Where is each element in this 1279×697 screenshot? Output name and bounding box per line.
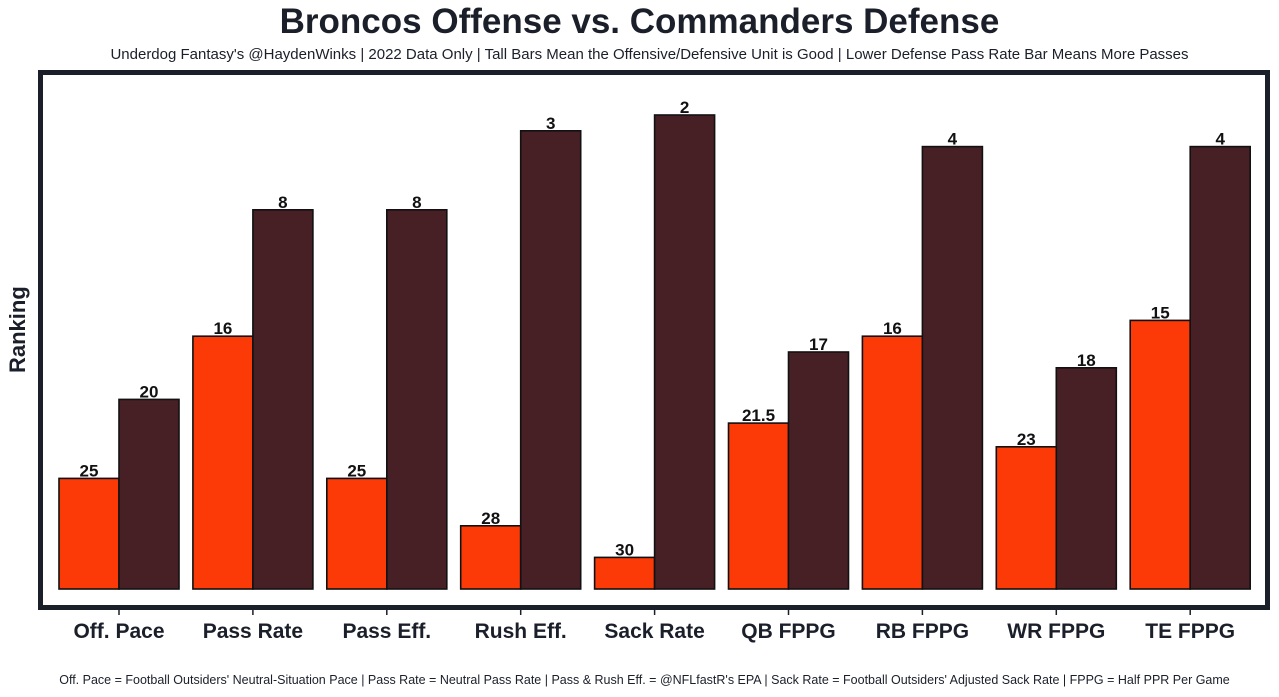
data-label-broncos-offense-sack-rate: 30	[615, 540, 634, 559]
chart-title: Broncos Offense vs. Commanders Defense	[279, 2, 1000, 41]
bars-layer	[58, 114, 1251, 590]
bar-commanders-defense-qb-fppg	[787, 351, 850, 590]
bar-broncos-offense-rb-fppg	[861, 335, 924, 590]
bar-commanders-defense-wr-fppg	[1055, 366, 1118, 590]
bar-commanders-defense-sack-rate	[653, 114, 716, 590]
x-tick-label-wr-fppg: WR FPPG	[1007, 620, 1105, 643]
bar-commanders-defense-off-pace	[118, 398, 180, 590]
bar-commanders-defense-pass-eff	[385, 209, 448, 590]
data-label-commanders-defense-rb-fppg: 4	[948, 130, 958, 149]
data-label-commanders-defense-qb-fppg: 17	[809, 335, 828, 354]
bar-broncos-offense-qb-fppg	[727, 422, 790, 590]
x-tick-label-off-pace: Off. Pace	[73, 620, 164, 643]
bar-broncos-offense-te-fppg	[1129, 319, 1191, 590]
bar-broncos-offense-wr-fppg	[995, 445, 1058, 590]
data-label-broncos-offense-off-pace: 25	[80, 461, 99, 480]
bar-broncos-offense-pass-eff	[325, 477, 388, 590]
bar-commanders-defense-te-fppg	[1189, 145, 1251, 590]
data-label-commanders-defense-rush-eff: 3	[546, 114, 555, 133]
data-label-commanders-defense-pass-eff: 8	[412, 193, 421, 212]
data-label-broncos-offense-rb-fppg: 16	[883, 319, 902, 338]
data-label-commanders-defense-pass-rate: 8	[278, 193, 287, 212]
chart-footnote: Off. Pace = Football Outsiders' Neutral-…	[59, 673, 1230, 687]
bar-broncos-offense-sack-rate	[593, 556, 656, 590]
x-tick-label-pass-rate: Pass Rate	[203, 620, 303, 643]
data-label-commanders-defense-wr-fppg: 18	[1077, 351, 1096, 370]
data-label-broncos-offense-wr-fppg: 23	[1017, 430, 1036, 449]
x-tick-label-sack-rate: Sack Rate	[604, 620, 704, 643]
data-label-broncos-offense-rush-eff: 28	[481, 509, 500, 528]
data-label-broncos-offense-pass-rate: 16	[213, 319, 232, 338]
x-tick-label-te-fppg: TE FPPG	[1145, 620, 1235, 643]
data-label-broncos-offense-qb-fppg: 21.5	[742, 406, 775, 425]
data-labels-layer: 25 20 16 8 25 8 28 3 30 2 21.5 17 16 4 23 18 15 4	[80, 98, 1226, 559]
x-tick-label-qb-fppg: QB FPPG	[741, 620, 836, 643]
bar-broncos-offense-rush-eff	[459, 524, 522, 590]
bar-commanders-defense-rush-eff	[519, 130, 582, 590]
data-label-commanders-defense-te-fppg: 4	[1215, 130, 1225, 149]
data-label-commanders-defense-off-pace: 20	[140, 382, 159, 401]
plot-frame	[38, 70, 1270, 610]
data-label-broncos-offense-te-fppg: 15	[1151, 303, 1170, 322]
chart-subtitle: Underdog Fantasy's @HaydenWinks | 2022 D…	[110, 46, 1189, 63]
x-tick-label-rb-fppg: RB FPPG	[876, 620, 969, 643]
x-axis-ticks: Off. Pace Pass Rate Pass Eff. Rush Eff. Sack…	[73, 610, 1235, 643]
bar-broncos-offense-off-pace	[58, 477, 120, 590]
data-label-commanders-defense-sack-rate: 2	[680, 98, 689, 117]
bar-broncos-offense-pass-rate	[192, 335, 254, 590]
data-label-broncos-offense-pass-eff: 25	[347, 461, 366, 480]
x-tick-label-rush-eff: Rush Eff.	[475, 620, 567, 643]
bar-commanders-defense-pass-rate	[252, 209, 314, 590]
x-tick-label-pass-eff: Pass Eff.	[342, 620, 431, 643]
bar-commanders-defense-rb-fppg	[921, 145, 984, 590]
